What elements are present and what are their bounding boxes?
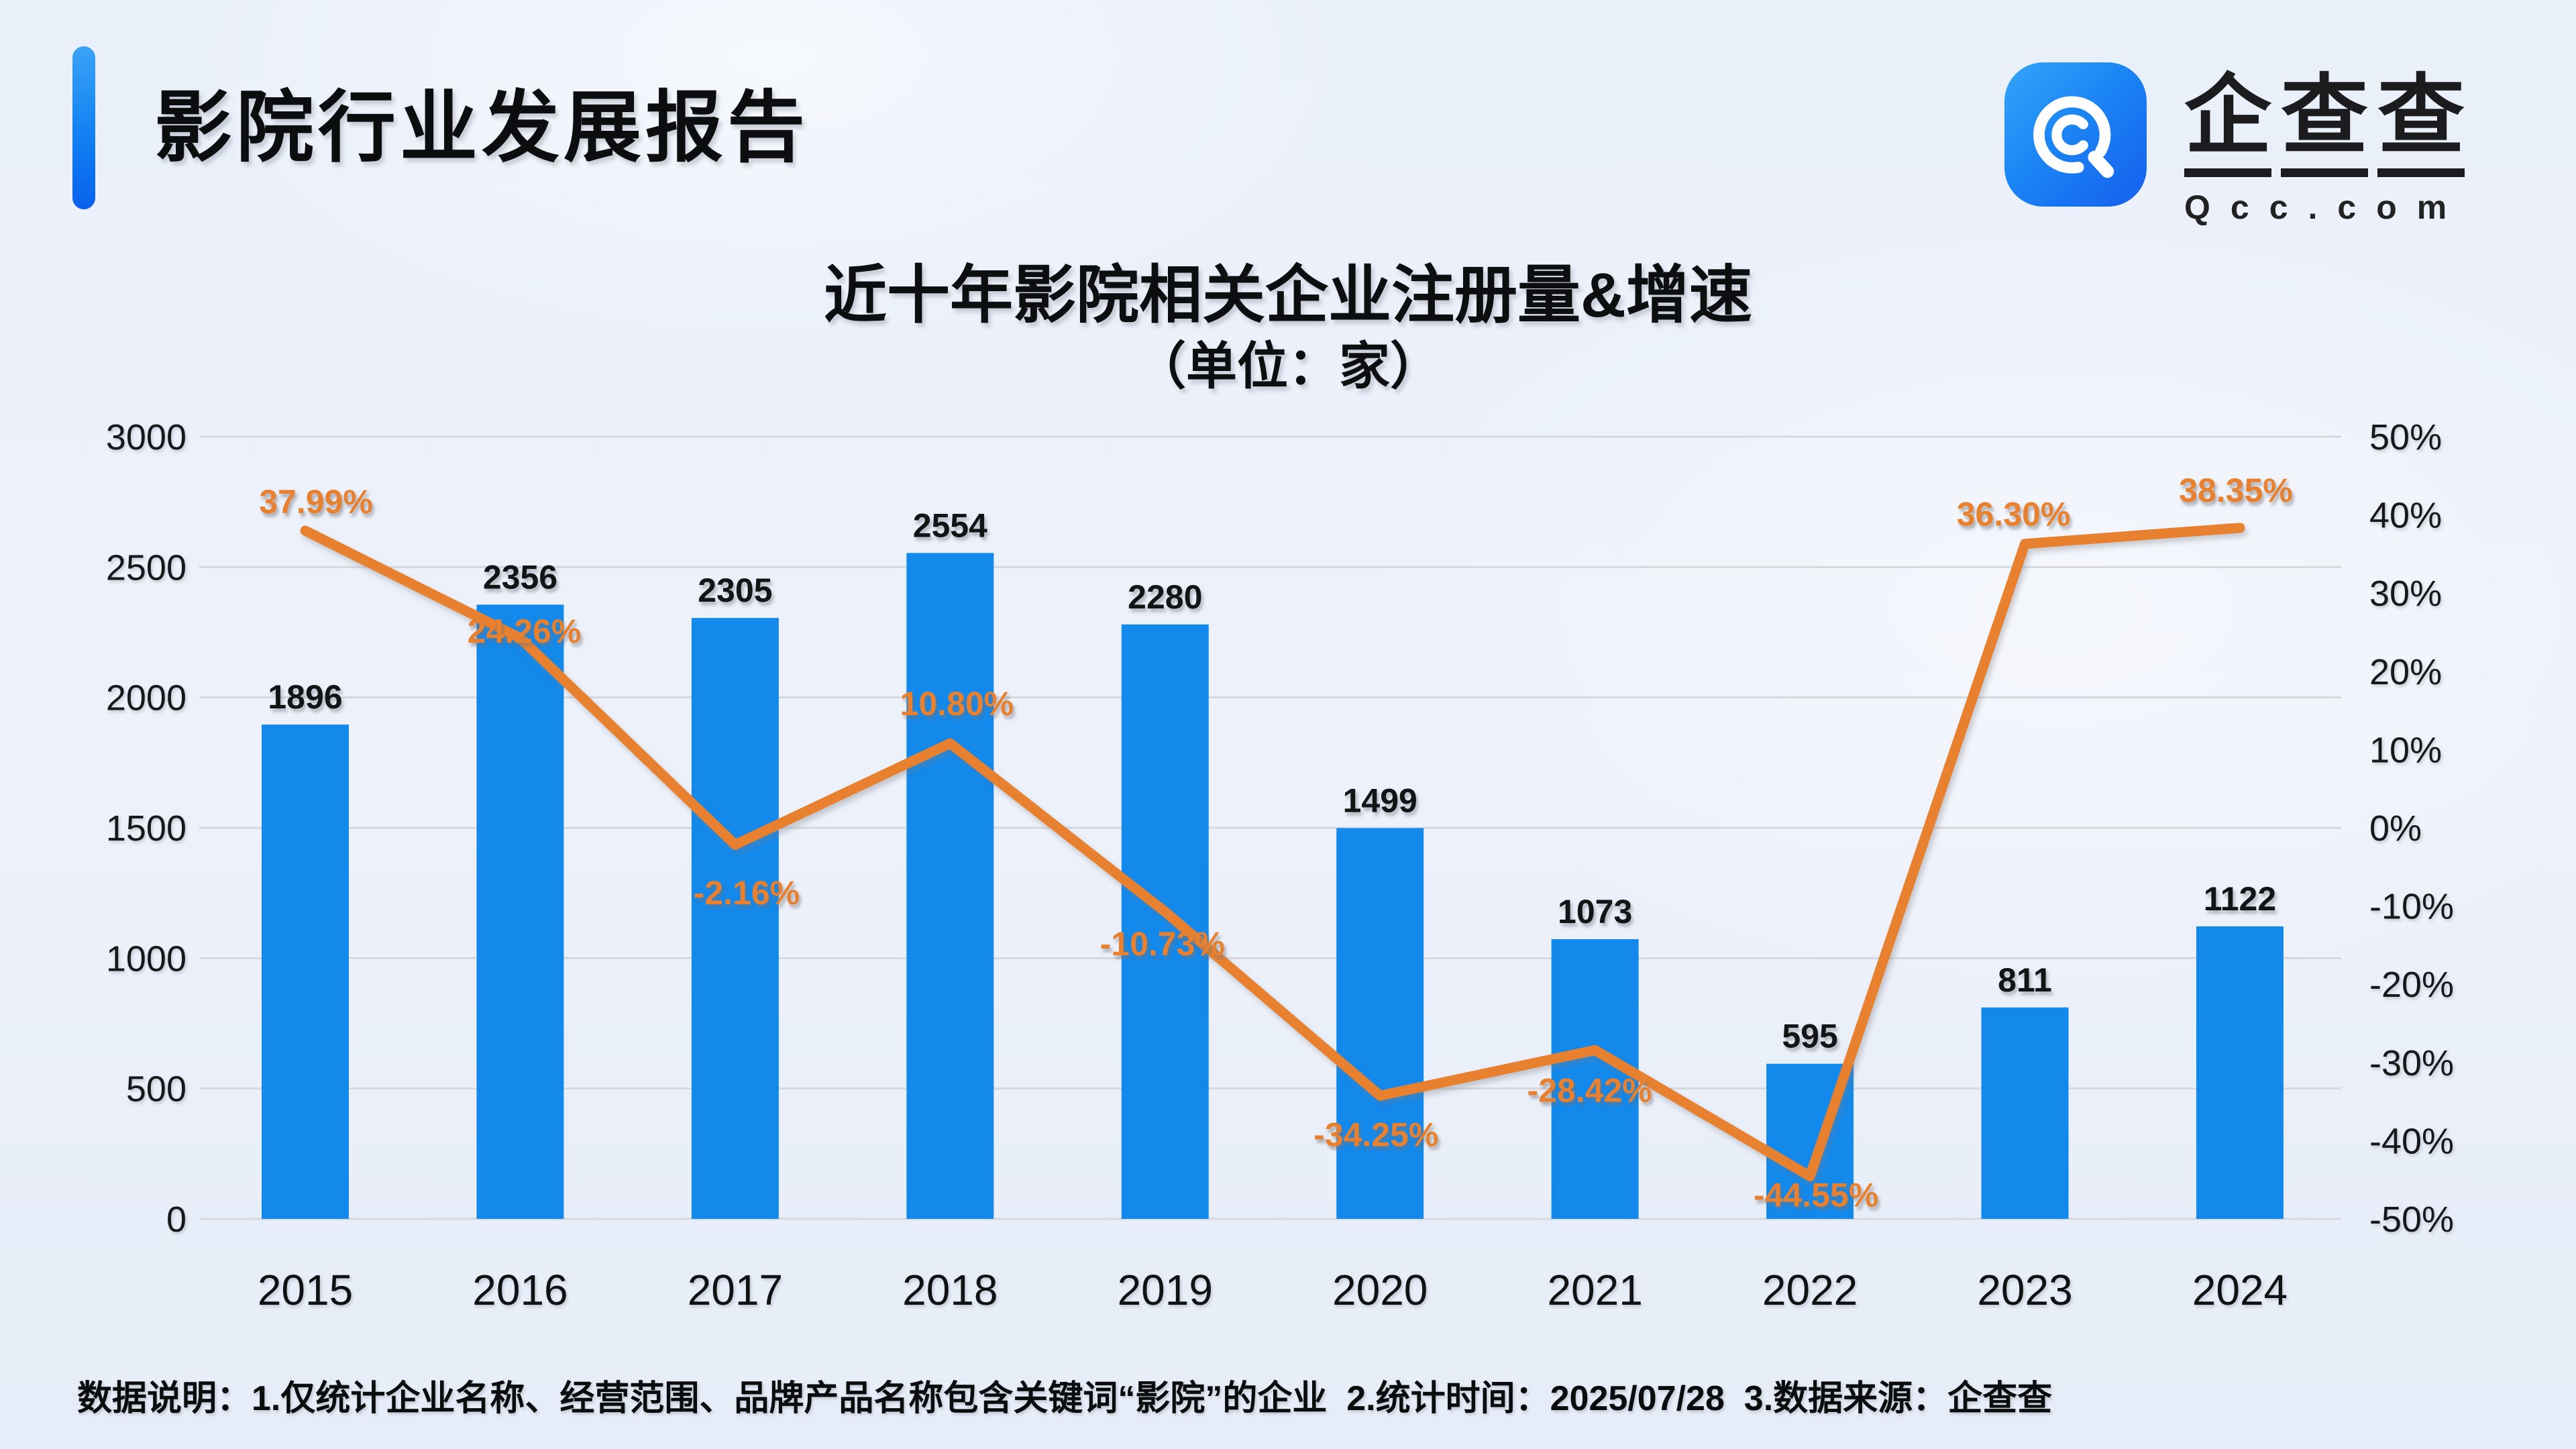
right-axis-tick: -30% <box>2369 1043 2454 1083</box>
bar-2020 <box>1336 828 1424 1219</box>
bar-value-label: 1122 <box>2204 880 2276 918</box>
year-label: 2015 <box>258 1266 353 1314</box>
bar-2016 <box>476 604 564 1219</box>
year-label: 2021 <box>1547 1266 1642 1314</box>
left-axis-tick: 500 <box>126 1069 186 1110</box>
left-axis-tick: 1500 <box>106 808 186 849</box>
right-axis-tick: 0% <box>2369 808 2422 849</box>
bar-value-label: 1073 <box>1558 893 1632 930</box>
right-axis-tick: 20% <box>2369 652 2442 692</box>
right-axis-tick: -40% <box>2369 1121 2454 1161</box>
data-note: 数据说明：1.仅统计企业名称、经营范围、品牌产品名称包含关键词“影院”的企业 2… <box>77 1379 2053 1418</box>
page-title: 影院行业发展报告 <box>154 84 809 171</box>
right-axis-tick: -50% <box>2369 1199 2454 1240</box>
year-label: 2020 <box>1332 1266 1428 1314</box>
bar-value-label: 595 <box>1782 1018 1837 1055</box>
right-axis-tick: 50% <box>2369 417 2442 458</box>
bar-value-label: 811 <box>1998 961 2052 999</box>
growth-rate-label: -28.42% <box>1527 1071 1652 1109</box>
growth-rate-label: -44.55% <box>1754 1176 1878 1214</box>
year-label: 2019 <box>1118 1266 1213 1314</box>
growth-rate-label: 10.80% <box>900 685 1014 722</box>
left-axis-tick: 2000 <box>106 678 186 718</box>
brand-char: 查 <box>2377 72 2465 177</box>
qcc-logo-text: 企 查 查 Qcc.com <box>2184 72 2467 227</box>
growth-rate-labels: 37.99% 24.26% -2.16% 10.80% -10.73% -34.25% -2… <box>259 472 2293 1214</box>
left-axis-tick: 2500 <box>106 547 186 588</box>
bar-2021 <box>1551 938 1639 1219</box>
chart-subtitle: （单位：家） <box>1135 338 1441 395</box>
year-label: 2024 <box>2192 1266 2288 1314</box>
right-axis-tick: -10% <box>2369 887 2454 927</box>
bar-2023 <box>1981 1007 2069 1219</box>
bar-value-label: 2305 <box>698 572 772 609</box>
right-axis-tick: 30% <box>2369 574 2442 614</box>
brand-char: 企 <box>2184 72 2272 177</box>
bar-value-label: 1499 <box>1343 782 1417 819</box>
growth-rate-label: 37.99% <box>259 483 373 521</box>
header: 影院行业发展报告 企 查 查 Qcc.com <box>0 0 2576 255</box>
bar-series <box>262 553 2284 1219</box>
left-axis-tick: 1000 <box>106 938 186 979</box>
growth-rate-label: -2.16% <box>694 874 800 912</box>
qcc-logo: 企 查 查 Qcc.com <box>2004 62 2467 227</box>
right-axis-tick: 40% <box>2369 496 2442 536</box>
growth-rate-label: 36.30% <box>1957 496 2071 533</box>
year-label: 2022 <box>1762 1266 1858 1314</box>
growth-rate-label: -34.25% <box>1313 1116 1438 1153</box>
growth-rate-label: 38.35% <box>2179 472 2293 509</box>
right-axis-tick: -20% <box>2369 965 2454 1005</box>
x-axis-labels: 2015 2016 2017 2018 2019 2020 2021 2022 2023 2024 <box>258 1266 2288 1314</box>
bar-value-labels: 1896 2356 2305 2554 2280 1499 1073 595 811 1122 <box>268 506 2276 1055</box>
left-axis: 0 500 1000 1500 2000 2500 3000 <box>106 417 186 1240</box>
bar-value-label: 2554 <box>913 506 987 544</box>
bar-2015 <box>262 724 349 1219</box>
qcc-domain: Qcc.com <box>2184 189 2467 226</box>
growth-line <box>300 523 2245 1181</box>
growth-rate-label: -10.73% <box>1100 925 1225 963</box>
qcc-q-glyph <box>2033 95 2114 178</box>
bar-2017 <box>691 618 779 1219</box>
qcc-logo-icon <box>2004 62 2147 207</box>
chart-title: 近十年影院相关企业注册量&增速 <box>824 260 1752 330</box>
bar-value-label: 1896 <box>268 678 342 716</box>
left-axis-tick: 3000 <box>106 417 186 458</box>
right-axis: 50% 40% 30% 20% 10% 0% -10% -20% -30% -40% -50% <box>2369 417 2454 1240</box>
bar-2024 <box>2196 926 2284 1219</box>
header-accent-bar <box>72 46 95 209</box>
year-label: 2016 <box>472 1266 568 1314</box>
bar-value-label: 2280 <box>1128 578 1202 616</box>
brand-char: 查 <box>2281 72 2369 177</box>
bar-2018 <box>906 553 994 1219</box>
qcc-brand-name: 企 查 查 <box>2184 72 2467 177</box>
bar-value-label: 2356 <box>483 558 557 596</box>
growth-line-series <box>300 523 2245 1181</box>
year-label: 2023 <box>1977 1266 2072 1314</box>
right-axis-tick: 10% <box>2369 730 2442 770</box>
left-axis-tick: 0 <box>166 1199 186 1240</box>
year-label: 2018 <box>902 1266 998 1314</box>
bar-2019 <box>1121 624 1209 1219</box>
year-label: 2017 <box>688 1266 783 1314</box>
growth-rate-label: 24.26% <box>468 612 582 650</box>
